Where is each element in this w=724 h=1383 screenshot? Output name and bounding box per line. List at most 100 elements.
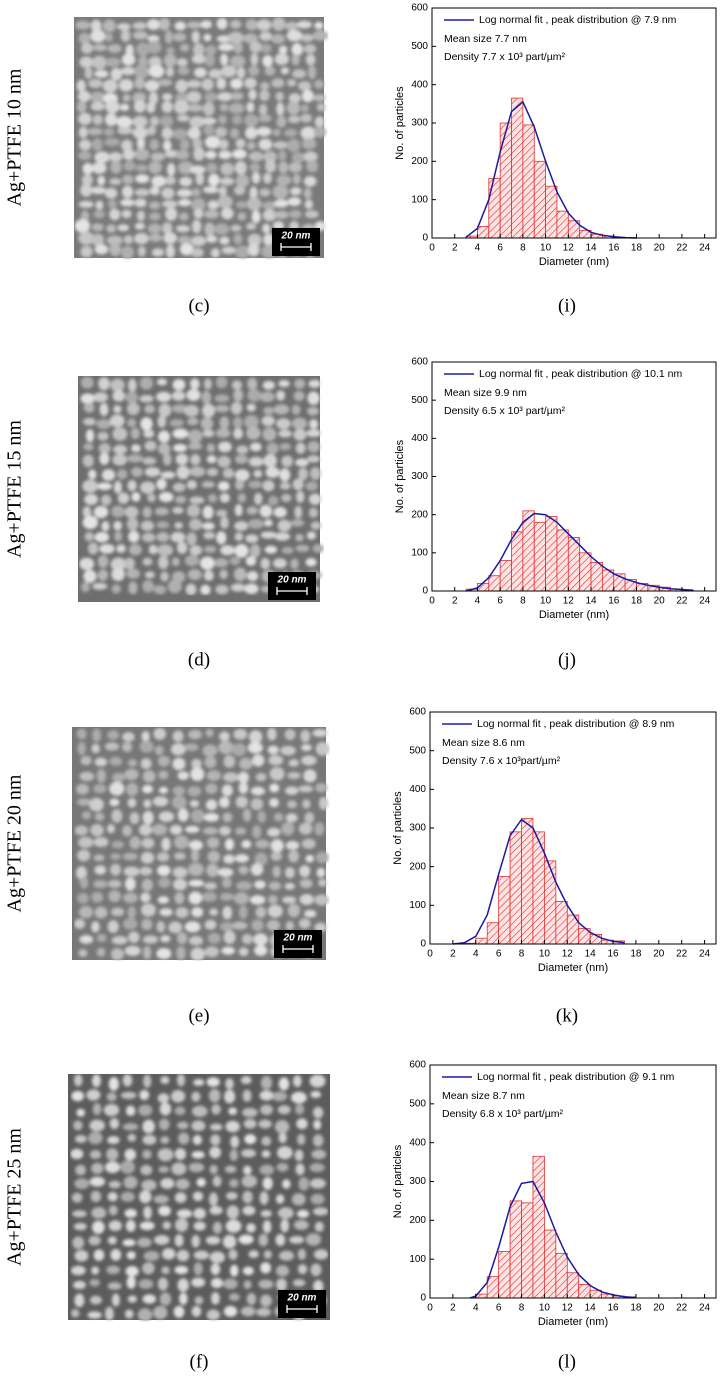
particle [157, 1093, 170, 1104]
particle [148, 91, 159, 105]
particle [136, 136, 146, 150]
particle [310, 521, 322, 530]
particle [300, 113, 313, 123]
particle [161, 1266, 170, 1275]
histogram-bar [545, 516, 558, 592]
x-tick-label: 0 [427, 1303, 433, 1314]
particle [94, 244, 109, 255]
particle [313, 1280, 324, 1293]
particle [175, 453, 189, 466]
particle [191, 30, 200, 44]
annotation: Mean size 8.7 nm [442, 1090, 525, 1102]
particle [160, 935, 171, 943]
particle [242, 33, 259, 44]
x-tick-label: 18 [630, 1303, 642, 1314]
particle [308, 507, 319, 518]
particle [87, 1311, 102, 1319]
particle [110, 378, 125, 392]
particle [318, 878, 327, 887]
particle [157, 1148, 174, 1162]
scale-bar [286, 1305, 318, 1313]
particle [140, 903, 156, 917]
particle [268, 881, 282, 891]
particle [241, 933, 253, 945]
particle [209, 1205, 223, 1215]
particle [209, 1123, 223, 1131]
particle [127, 378, 137, 393]
particle [276, 1162, 289, 1172]
particle [89, 1295, 102, 1305]
scale-bar [282, 945, 314, 953]
particle [270, 839, 284, 853]
scale-bar-label: 20 nm [281, 231, 311, 242]
particle [260, 1209, 272, 1218]
particle [161, 127, 173, 140]
particle [276, 418, 291, 430]
particle [174, 521, 184, 529]
particle [234, 521, 249, 531]
particle [226, 1205, 240, 1219]
particle [313, 1249, 329, 1260]
particle [186, 79, 202, 89]
x-tick-label: 2 [450, 1303, 456, 1314]
particle [191, 1151, 205, 1159]
x-tick-label: 14 [585, 949, 597, 960]
x-tick-label: 0 [429, 243, 435, 254]
particle [238, 782, 249, 794]
particle [140, 851, 155, 864]
particle [110, 160, 122, 174]
particle [187, 127, 201, 140]
scale-bar-box [272, 228, 320, 256]
particle [118, 78, 134, 92]
particle [176, 1073, 186, 1087]
particle [179, 176, 193, 187]
particle [196, 1177, 206, 1187]
particle [175, 149, 190, 160]
particle [193, 1262, 203, 1276]
particle [93, 837, 109, 848]
particle [221, 784, 233, 797]
particle [144, 571, 155, 579]
particle [234, 504, 243, 517]
particle [203, 378, 213, 390]
particle [187, 862, 204, 877]
particle [266, 919, 281, 931]
particle [203, 33, 212, 42]
particle [193, 1221, 206, 1231]
particle [224, 1165, 237, 1174]
particle [104, 57, 121, 67]
particle [258, 1279, 274, 1289]
particle [314, 894, 330, 906]
particle [287, 138, 301, 153]
particle [157, 755, 170, 767]
legend-label: Log normal fit , peak distribution @ 10.… [479, 368, 683, 380]
particle [124, 877, 136, 891]
x-tick-label: 10 [540, 596, 552, 607]
particle [241, 1175, 258, 1188]
histogram-bar [545, 185, 558, 239]
particle [200, 556, 215, 571]
particle [178, 161, 194, 175]
x-tick-label: 6 [497, 243, 503, 254]
particle [175, 224, 191, 233]
particle [74, 1178, 90, 1190]
particle [178, 212, 189, 221]
x-tick-label: 14 [585, 1303, 597, 1314]
x-tick-label: 4 [475, 243, 481, 254]
particle [291, 42, 303, 56]
particle [109, 414, 125, 428]
particle [211, 1104, 221, 1115]
particle [267, 745, 279, 755]
particle [122, 94, 131, 102]
particle [125, 391, 139, 404]
particle [109, 1118, 120, 1130]
particles [79, 376, 324, 596]
particle [295, 458, 309, 467]
particles [74, 17, 329, 260]
particle [242, 1266, 254, 1276]
y-tick-label: 600 [409, 1060, 426, 1071]
particle [220, 516, 229, 529]
particle [212, 1175, 222, 1187]
particle [275, 1265, 290, 1277]
